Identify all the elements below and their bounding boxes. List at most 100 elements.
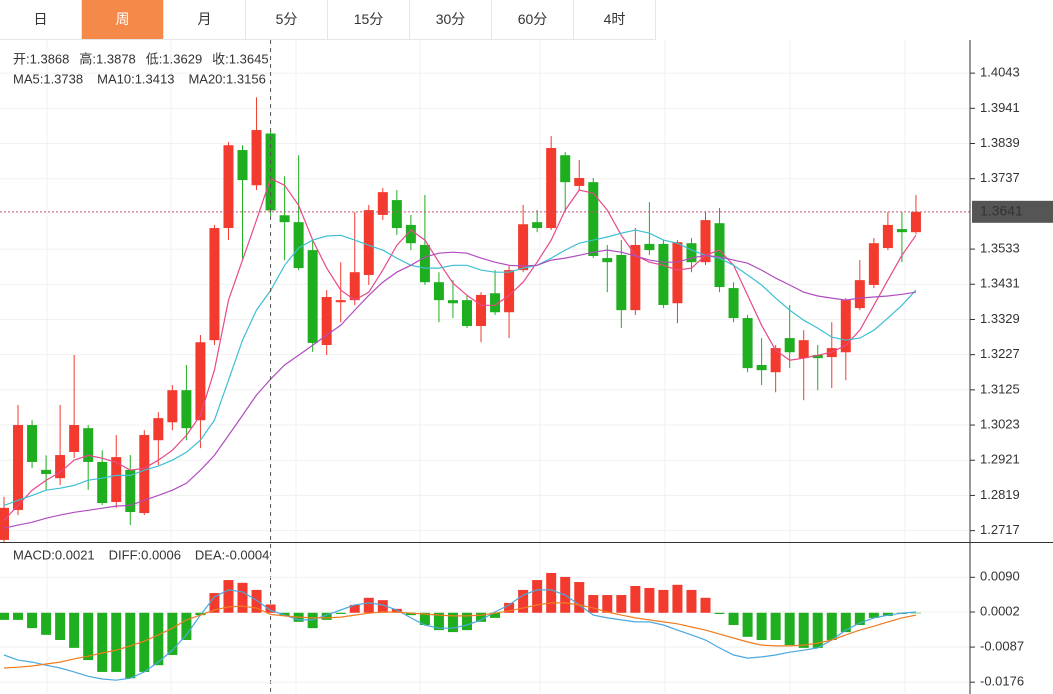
macd-bar bbox=[490, 612, 501, 618]
macd-bar bbox=[83, 612, 94, 661]
period-tab[interactable]: 5分 bbox=[246, 0, 328, 40]
y-tick-label: 1.3227 bbox=[980, 346, 1020, 361]
candle-body bbox=[363, 210, 374, 275]
legend-value: 1.3645 bbox=[229, 51, 269, 66]
legend-name: MA10: bbox=[97, 71, 135, 86]
macd-bar bbox=[756, 612, 767, 640]
legend-value: 1.3156 bbox=[226, 71, 266, 86]
candle-body bbox=[83, 428, 94, 462]
macd-bar bbox=[41, 612, 52, 635]
candle-body bbox=[0, 507, 9, 540]
macd-line bbox=[3, 589, 916, 681]
macd-bar bbox=[209, 593, 220, 613]
macd-bar bbox=[419, 612, 430, 626]
candle-body bbox=[770, 348, 781, 373]
candle-body bbox=[13, 425, 24, 510]
candle-body bbox=[630, 244, 641, 311]
candle-body bbox=[756, 365, 767, 371]
macd-line bbox=[3, 602, 917, 669]
candle-body bbox=[41, 469, 52, 475]
macd-bar bbox=[237, 582, 248, 613]
candle-body bbox=[672, 242, 683, 304]
candle-body bbox=[391, 200, 402, 229]
candle-body bbox=[433, 282, 444, 301]
legend-name: DEA: bbox=[195, 547, 225, 562]
candle-body bbox=[868, 243, 879, 285]
candle-body bbox=[111, 457, 122, 502]
y-tick-label: 1.3839 bbox=[980, 135, 1020, 150]
macd-bar bbox=[910, 612, 921, 614]
macd-bar bbox=[630, 585, 641, 613]
candle-body bbox=[602, 258, 613, 263]
y-tick-label: 0.0090 bbox=[980, 569, 1020, 584]
period-tab[interactable]: 30分 bbox=[410, 0, 492, 40]
candle-body bbox=[644, 243, 655, 251]
candle-body bbox=[167, 390, 178, 423]
macd-bar bbox=[770, 612, 781, 640]
macd-bar bbox=[251, 589, 262, 613]
legend-name: MA5: bbox=[13, 71, 43, 86]
period-tab[interactable]: 15分 bbox=[328, 0, 410, 40]
candle-body bbox=[349, 272, 360, 301]
period-tab[interactable]: 4时 bbox=[574, 0, 656, 40]
candle-body bbox=[405, 224, 416, 244]
y-tick-label: 1.2819 bbox=[980, 487, 1020, 502]
y-tick-label: 1.3329 bbox=[980, 311, 1020, 326]
candle-body bbox=[854, 280, 865, 309]
macd-bar bbox=[335, 612, 346, 614]
candle-body bbox=[812, 355, 823, 359]
macd-bar bbox=[826, 612, 837, 640]
candle-body bbox=[139, 435, 150, 514]
candle-body bbox=[293, 222, 304, 269]
macd-bar bbox=[686, 589, 697, 613]
candle-body bbox=[700, 220, 711, 263]
ma-line bbox=[3, 177, 917, 521]
period-tab[interactable]: 60分 bbox=[492, 0, 574, 40]
macd-bar bbox=[167, 612, 178, 655]
candle-body bbox=[798, 340, 809, 359]
period-tab[interactable]: 周 bbox=[82, 0, 164, 40]
macd-bar bbox=[0, 612, 9, 620]
candle-body bbox=[377, 192, 388, 215]
legend-name: MA20: bbox=[188, 71, 226, 86]
candle-body bbox=[616, 254, 627, 311]
period-tab[interactable]: 日 bbox=[0, 0, 82, 40]
macd-bar bbox=[546, 572, 557, 613]
legend-value: 1.3413 bbox=[135, 71, 175, 86]
macd-bar bbox=[714, 612, 725, 614]
candle-body bbox=[476, 294, 487, 327]
macd-bar bbox=[265, 604, 276, 613]
y-tick-label: 1.2921 bbox=[980, 452, 1020, 467]
candle-body bbox=[97, 461, 108, 504]
macd-bar bbox=[882, 612, 893, 616]
macd-bar bbox=[349, 604, 360, 613]
candle-body bbox=[195, 342, 206, 421]
candle-body bbox=[447, 300, 458, 304]
macd-bar bbox=[461, 612, 472, 631]
y-tick-label: -0.0087 bbox=[980, 639, 1024, 654]
legend-label: 开: bbox=[13, 51, 30, 66]
candle-body bbox=[896, 229, 907, 233]
period-tab[interactable]: 月 bbox=[164, 0, 246, 40]
candle-body bbox=[658, 243, 669, 305]
macd-bar bbox=[139, 612, 150, 672]
candle-body bbox=[490, 293, 501, 313]
candle-body bbox=[125, 469, 136, 512]
last-price-label: 1.3641 bbox=[980, 203, 1023, 219]
candle-body bbox=[209, 228, 220, 341]
candle-body bbox=[461, 300, 472, 327]
candle-body bbox=[279, 215, 290, 223]
macd-bar bbox=[574, 582, 585, 613]
y-tick-label: 0.0002 bbox=[980, 603, 1020, 618]
macd-bar bbox=[616, 595, 627, 613]
candle-body bbox=[574, 178, 585, 186]
macd-bar bbox=[868, 612, 879, 618]
macd-bar bbox=[588, 595, 599, 613]
macd-bar bbox=[279, 612, 290, 616]
candle-body bbox=[27, 425, 38, 462]
period-tabs: 日周月 5分 15分 30分 60分 4时 bbox=[0, 0, 656, 40]
macd-bar bbox=[405, 612, 416, 616]
macd-bar bbox=[658, 589, 669, 613]
